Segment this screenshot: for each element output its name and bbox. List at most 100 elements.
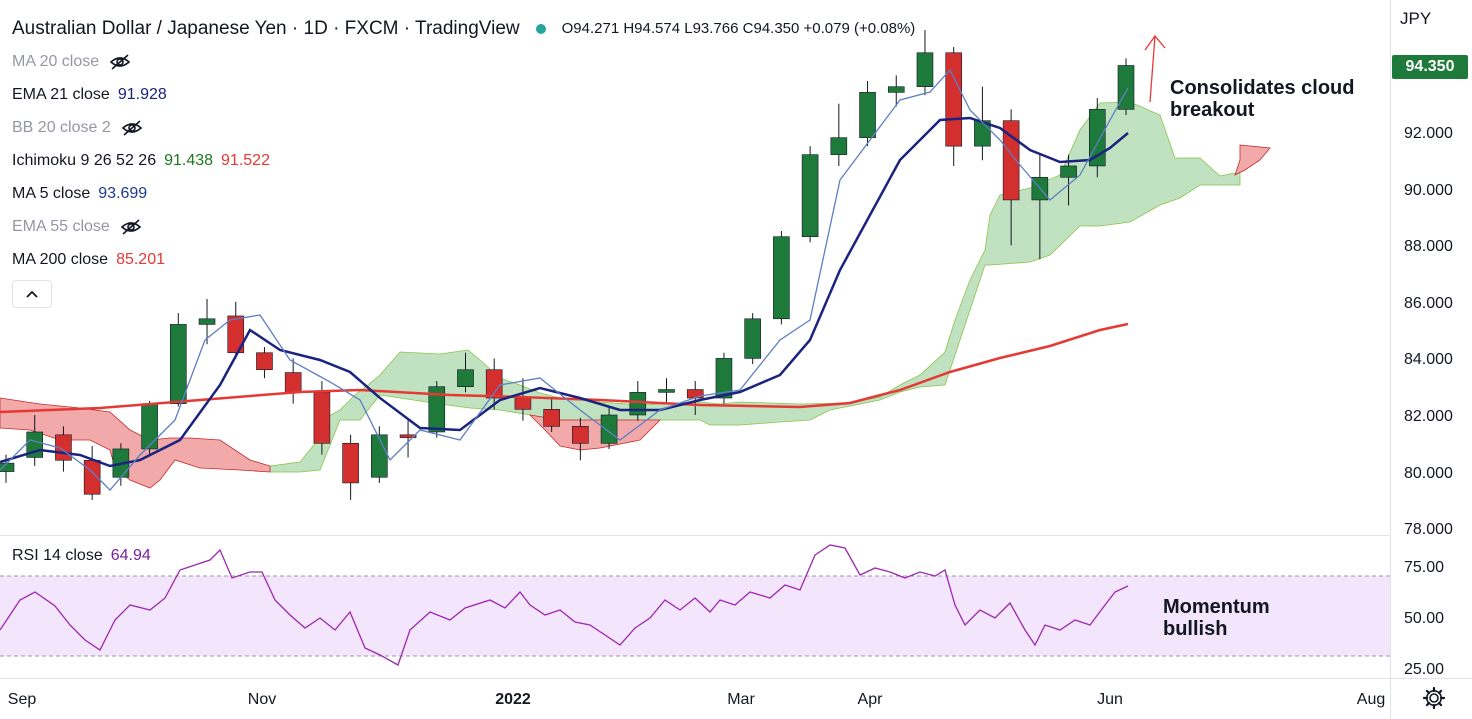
chevron-up-icon: [26, 290, 38, 298]
annotation-arrowhead-cloud: [1144, 34, 1166, 51]
candle: [313, 381, 331, 455]
price-tick-label: 88.000: [1404, 238, 1453, 255]
ema55-label: EMA 55 close: [12, 217, 110, 235]
candle-body: [227, 315, 245, 354]
candle-body: [629, 392, 647, 416]
price-tick-label: 80.000: [1404, 465, 1453, 482]
change-value: +0.079 (+0.08%): [803, 19, 916, 37]
legend-ichimoku[interactable]: Ichimoku 9 26 52 26 91.438 91.522: [12, 144, 915, 177]
annotation-momentum: Momentum bullish: [1163, 596, 1270, 640]
legend-ma200[interactable]: MA 200 close 85.201: [12, 243, 915, 276]
ema21-label: EMA 21 close: [12, 85, 110, 103]
candle: [945, 47, 962, 166]
candle-body: [457, 369, 474, 388]
ichimoku-label: Ichimoku 9 26 52 26: [12, 151, 157, 169]
candle-body: [744, 318, 761, 359]
legend-ma20[interactable]: MA 20 close: [12, 45, 915, 78]
legend-ema21[interactable]: EMA 21 close 91.928: [12, 78, 915, 111]
candle-body: [141, 403, 158, 450]
low-value: L93.766: [684, 19, 739, 37]
candle-body: [256, 352, 273, 371]
candle: [1060, 154, 1077, 206]
candle-body: [485, 369, 503, 399]
ohlc-values: O94.271 H94.574 L93.766 C94.350 +0.079 (…: [562, 18, 916, 40]
candle: [284, 358, 302, 404]
ma200-label: MA 200 close: [12, 250, 109, 268]
ema21-line: [0, 116, 1129, 468]
legend-bb[interactable]: BB 20 close 2: [12, 111, 915, 144]
candle: [256, 347, 273, 379]
price-tick-label: 92.000: [1404, 125, 1453, 142]
candle: [744, 313, 761, 365]
high-value: H94.574: [623, 19, 681, 37]
ma200-line: [0, 322, 1129, 414]
candle: [342, 434, 359, 500]
time-axis: Sep Nov 2022 Mar Apr Jun Aug: [8, 691, 1385, 708]
candle-body: [313, 392, 331, 444]
rsi-band: [0, 576, 1390, 656]
candle: [170, 313, 187, 407]
candle-body: [198, 318, 216, 325]
candle-body: [830, 137, 848, 155]
rsi-label: RSI 14 close: [12, 547, 103, 564]
gear-icon[interactable]: [1422, 686, 1446, 710]
candle: [485, 358, 503, 410]
candle-body: [428, 386, 446, 433]
candle: [543, 398, 560, 432]
candle-body: [773, 236, 790, 320]
candle-body: [686, 389, 704, 399]
last-price-tag: 94.350: [1392, 55, 1468, 79]
eye-off-icon[interactable]: [121, 119, 143, 137]
rsi-value: 64.94: [110, 547, 151, 564]
rsi-line: [0, 544, 1129, 666]
candle: [227, 301, 245, 359]
price-tick-label: 90.000: [1404, 182, 1453, 199]
candle: [457, 352, 474, 393]
indicator-legend: Australian Dollar / Japanese Yen · 1D · …: [12, 12, 915, 308]
currency-label[interactable]: JPY: [1400, 9, 1432, 28]
candle: [773, 231, 790, 325]
candle-body: [859, 92, 876, 138]
ichimoku-bear-cloud-1: [0, 397, 271, 489]
ichimoku-value1: 91.438: [164, 151, 214, 169]
collapse-legend-button[interactable]: [12, 280, 52, 308]
rsi-tick-label: 50.00: [1404, 610, 1444, 627]
ema21-value: 91.928: [117, 85, 167, 103]
legend-ma5[interactable]: MA 5 close 93.699: [12, 177, 915, 210]
price-tick-label: 78.000: [1404, 521, 1453, 538]
candle: [399, 420, 417, 458]
candle: [371, 426, 388, 483]
time-tick-label: Nov: [248, 691, 276, 708]
ichimoku-bear-cloud-2: [528, 414, 661, 451]
market-status-icon: [535, 23, 546, 34]
candle: [198, 298, 216, 345]
time-tick-label: Apr: [858, 691, 884, 708]
close-value: C94.350: [742, 19, 800, 37]
candle-body: [658, 389, 675, 393]
candle: [830, 103, 848, 166]
candle-body: [371, 434, 388, 478]
candle-body: [715, 358, 733, 399]
candle: [141, 400, 158, 455]
symbol-title[interactable]: Australian Dollar / Japanese Yen · 1D · …: [12, 17, 520, 39]
ma5-value: 93.699: [98, 184, 148, 202]
candle-body: [801, 154, 819, 238]
candle: [658, 378, 675, 404]
candle-body: [170, 324, 187, 404]
eye-off-icon[interactable]: [120, 218, 142, 236]
time-tick-label: Sep: [8, 691, 37, 708]
ma5-line: [0, 68, 1129, 491]
candle: [887, 75, 905, 107]
candle: [1088, 98, 1106, 178]
candle-body: [514, 397, 532, 410]
candle-body: [1060, 165, 1077, 178]
candle: [600, 406, 618, 449]
rsi-tick-label: 75.00: [1404, 559, 1444, 576]
legend-ema55[interactable]: EMA 55 close: [12, 210, 915, 243]
candle-body: [543, 409, 560, 427]
eye-off-icon[interactable]: [109, 53, 131, 71]
candle-body: [887, 86, 905, 93]
rsi-legend[interactable]: RSI 14 close 64.94: [12, 547, 151, 565]
